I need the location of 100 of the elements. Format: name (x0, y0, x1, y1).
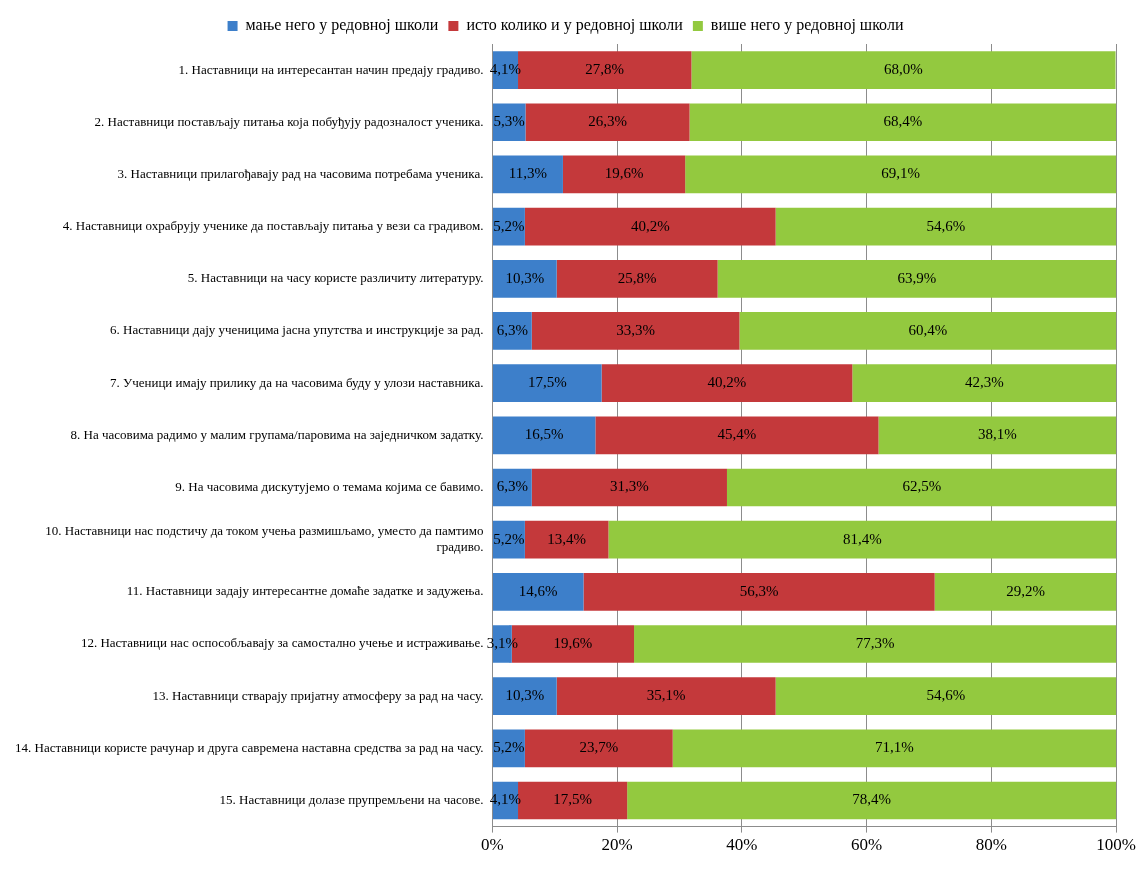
y-tick-label: 15. Наставници долазе прупремљени на часове. (219, 791, 484, 807)
data-label: 56,3% (739, 582, 779, 599)
data-label: 62,5% (902, 478, 942, 495)
data-label: 5,2% (493, 739, 525, 756)
bar (689, 103, 1117, 142)
x-tick-label: 80% (975, 835, 1008, 855)
x-tick-label: 100% (1096, 835, 1137, 855)
y-tick-label: 6. Наставници дају ученицима јасна упутства и инструкције за рад. (110, 322, 484, 338)
data-label: 81,4% (842, 530, 882, 547)
y-tick-label: 1. Наставници на интересантан начин предају градиво. (178, 61, 484, 77)
bar (852, 364, 1117, 402)
bar (634, 625, 1117, 663)
bar (492, 312, 532, 350)
bar (739, 312, 1117, 350)
bar (525, 103, 690, 142)
y-tick-label: 3. Наставници прилагођавају рад на часовима потребама ученика. (117, 165, 484, 181)
bar (531, 312, 740, 350)
bar (627, 781, 1117, 820)
data-label: 54,6% (926, 217, 966, 234)
data-label: 14,6% (518, 582, 558, 599)
y-tick-label: 11. Наставници задају интересантне домаће задатке и задужења. (126, 583, 484, 599)
data-label: 19,6% (553, 634, 593, 651)
y-tick-label: 10. Наставници нас подстичу да током учења размишљамо, уместо да памтимо градиво. (45, 523, 484, 554)
y-tick-label: 13. Наставници стварају пријатну атмосферу за рад на часу. (152, 687, 484, 703)
y-tick-label: 12. Наставници нас оспособљавају за самостално учење и истраживање. (80, 635, 484, 651)
data-label: 68,4% (883, 113, 923, 130)
bar (492, 572, 584, 611)
data-label: 10,3% (505, 687, 545, 704)
data-label: 5,2% (493, 530, 525, 547)
bar (672, 729, 1117, 768)
legend-label: мање него у редовној школи (245, 16, 439, 35)
bar (717, 259, 1117, 298)
bar (524, 520, 609, 559)
data-label: 77,3% (855, 634, 895, 651)
bar (492, 677, 557, 716)
data-label: 17,5% (553, 791, 592, 808)
bar (524, 729, 673, 768)
y-tick-label: 9. На часовима дискутујемо о темама којима се бавимо. (175, 478, 484, 494)
data-label: 25,8% (617, 269, 657, 286)
x-tick-label: 60% (851, 835, 883, 855)
x-tick-label: 0% (481, 835, 504, 855)
bar (556, 259, 718, 298)
data-label: 40,2% (707, 374, 747, 391)
data-label: 54,6% (926, 687, 966, 704)
data-label: 78,4% (852, 791, 892, 808)
bar (608, 520, 1117, 559)
y-tick-label: 5. Наставници на часу користе различиту литературу. (187, 270, 484, 286)
bar (492, 416, 596, 455)
data-label: 5,3% (493, 113, 525, 130)
legend-label: исто колико и у редовној школи (466, 16, 684, 35)
bar (531, 468, 727, 507)
data-label: 6,3% (496, 478, 528, 495)
data-label: 60,4% (908, 321, 948, 338)
data-label: 69,1% (881, 165, 921, 182)
data-label: 71,1% (875, 739, 914, 756)
data-label: 31,3% (609, 478, 649, 495)
bar (685, 155, 1117, 194)
bar (556, 677, 776, 716)
data-label: 29,2% (1006, 582, 1046, 599)
bar (775, 207, 1117, 246)
data-label: 33,3% (616, 321, 655, 338)
data-label: 68,0% (884, 61, 923, 78)
x-tick-label: 40% (726, 835, 758, 855)
y-tick-label: 7. Ученици имају прилику да на часовима буду у улози наставника. (109, 374, 484, 390)
bar (595, 416, 879, 455)
y-tick-label: 2. Наставници постављају питања која побуђују радозналост ученика. (94, 113, 484, 129)
bar (492, 364, 602, 402)
data-label: 17,5% (527, 374, 567, 391)
data-label: 16,5% (524, 426, 564, 443)
y-tick-label: 8. На часовима радимо у малим групама/паровима на заједничком задатку. (70, 426, 484, 442)
data-label: 19,6% (604, 165, 644, 182)
data-label: 11,3% (508, 165, 548, 182)
data-label: 42,3% (964, 374, 1004, 391)
data-label: 38,1% (977, 426, 1017, 443)
bar (878, 416, 1117, 455)
bar (583, 572, 935, 611)
data-label: 27,8% (585, 61, 625, 78)
bar (492, 259, 557, 298)
bar (524, 207, 776, 246)
bar (691, 51, 1116, 89)
bar (601, 364, 853, 402)
legend-label: више него у редовној школи (710, 16, 904, 35)
data-label: 23,7% (579, 739, 619, 756)
y-tick-label: 4. Наставници охрабрују ученике да постављају питања у вези са градивом. (62, 218, 484, 234)
data-label: 26,3% (588, 113, 627, 130)
bar (934, 572, 1117, 611)
bar (492, 155, 563, 194)
data-label: 45,4% (717, 426, 757, 443)
x-tick-label: 20% (601, 835, 633, 855)
data-label: 10,3% (505, 269, 545, 286)
data-label: 63,9% (897, 269, 937, 286)
data-label: 5,2% (493, 217, 525, 234)
bar (775, 677, 1117, 716)
data-label: 35,1% (646, 687, 686, 704)
bar (562, 155, 686, 194)
data-label: 13,4% (547, 530, 587, 547)
data-label: 6,3% (496, 321, 528, 338)
y-tick-label: 14. Наставници користе рачунар и друга савремена наставна средства за рад на часу. (15, 739, 484, 755)
data-label: 40,2% (630, 217, 670, 234)
bar (726, 468, 1117, 507)
